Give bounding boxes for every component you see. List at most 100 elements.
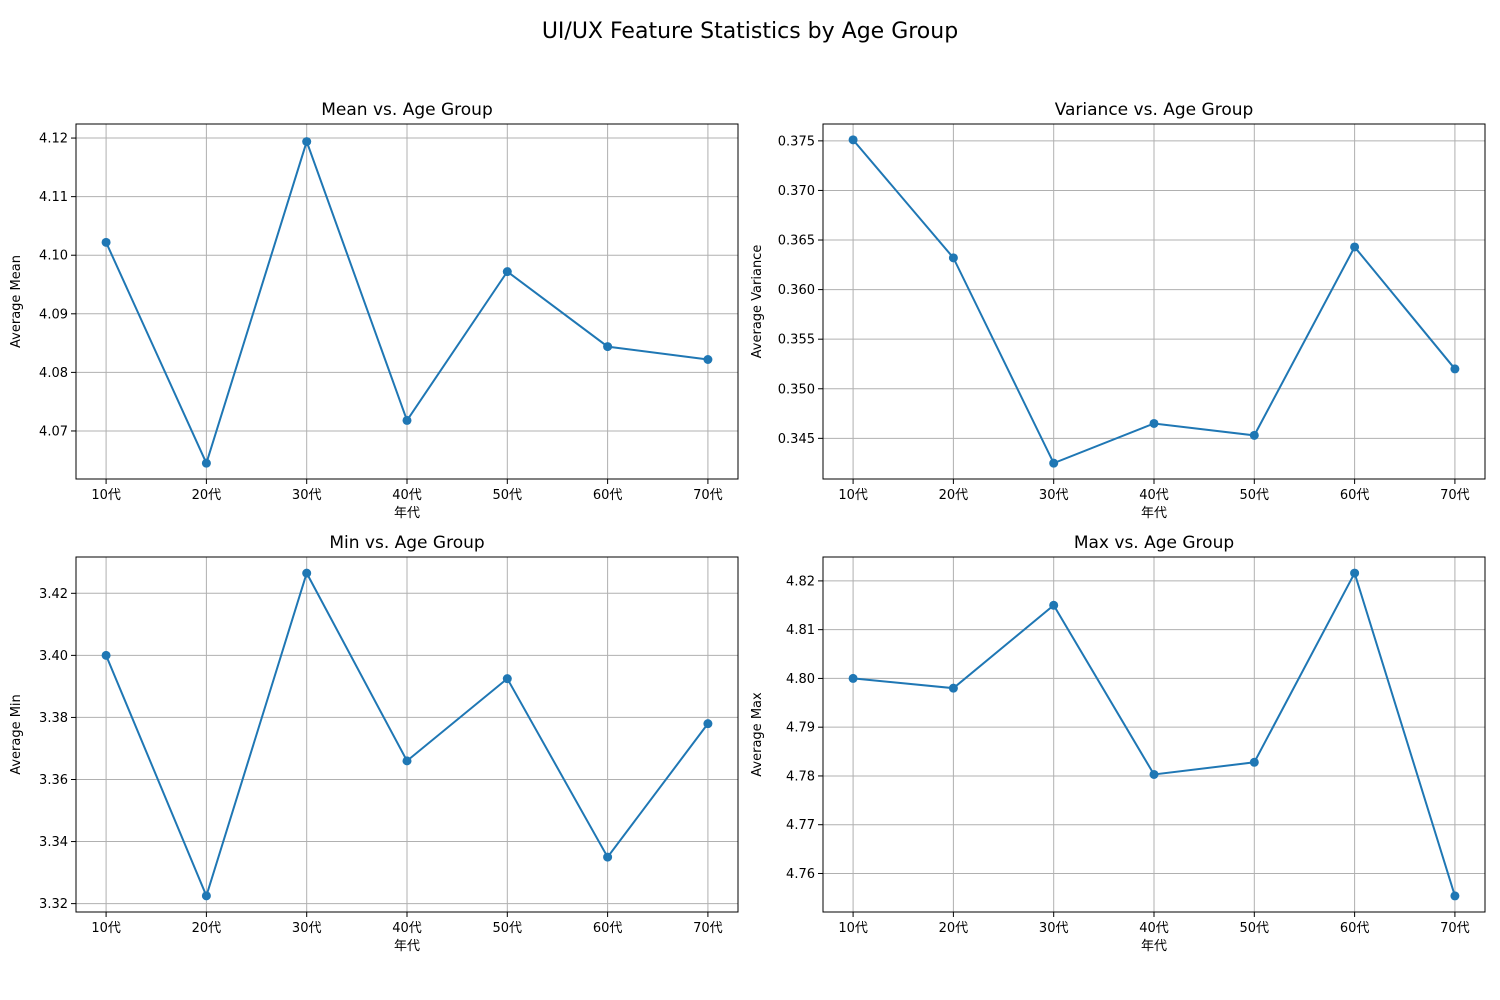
subplot-title-mean: Mean vs. Age Group: [321, 100, 493, 120]
y-tick-label: 3.36: [39, 773, 68, 788]
x-tick-label: 70代: [1440, 921, 1470, 936]
y-tick-label: 3.38: [39, 711, 68, 726]
data-point: [848, 673, 858, 683]
x-tick-label: 30代: [1039, 921, 1069, 936]
data-point: [302, 137, 312, 147]
y-axis-label: Average Min: [9, 694, 24, 775]
y-tick-label: 4.78: [786, 769, 815, 784]
y-tick-label: 4.09: [39, 307, 68, 322]
data-point: [502, 674, 512, 684]
x-tick-label: 50代: [493, 488, 523, 503]
y-tick-label: 4.76: [786, 867, 815, 882]
subplot-min: 10代 20代 30代 40代 50代 60代 70代 3.32 3.34 3.36 3.38 3.4…: [9, 533, 739, 954]
data-point: [1149, 418, 1159, 428]
data-point: [201, 458, 211, 468]
data-point: [1149, 769, 1159, 779]
x-tick-label: 20代: [192, 921, 222, 936]
x-tick-label: 10代: [838, 921, 868, 936]
x-tick-label: 70代: [693, 921, 723, 936]
data-point: [402, 415, 412, 425]
y-tick-label: 0.345: [778, 432, 815, 447]
y-axis-label: Average Variance: [750, 245, 765, 359]
data-point: [603, 342, 613, 352]
y-tick-label: 0.360: [778, 283, 815, 298]
y-tick-label: 4.79: [786, 721, 815, 736]
y-tick-label: 4.77: [786, 818, 815, 833]
x-tick-label: 60代: [1340, 488, 1370, 503]
x-tick-label: 40代: [1139, 921, 1169, 936]
x-tick-label: 50代: [493, 921, 523, 936]
subplot-grid: 10代 20代 30代 40代 50代 60代 70代 4.07 4.08 4.09 4.10 4.1…: [9, 100, 1486, 954]
figure-title: UI/UX Feature Statistics by Age Group: [542, 19, 958, 44]
data-point: [703, 354, 713, 364]
data-point: [848, 135, 858, 145]
x-tick-label: 30代: [1039, 488, 1069, 503]
data-point: [201, 891, 211, 901]
data-point: [1450, 891, 1460, 901]
data-point: [1049, 458, 1059, 468]
x-tick-label: 40代: [392, 921, 422, 936]
x-tick-label: 30代: [292, 921, 322, 936]
x-axis-label: 年代: [1141, 506, 1167, 521]
y-tick-label: 4.80: [786, 672, 815, 687]
x-tick-label: 60代: [593, 488, 623, 503]
x-tick-label: 70代: [1440, 488, 1470, 503]
data-point: [948, 253, 958, 263]
data-point: [1249, 757, 1259, 767]
y-tick-label: 4.08: [39, 366, 68, 381]
x-tick-label: 70代: [693, 488, 723, 503]
x-axis-label: 年代: [1141, 939, 1167, 954]
x-tick-label: 60代: [1340, 921, 1370, 936]
data-point: [1350, 242, 1360, 252]
subplot-max: 10代 20代 30代 40代 50代 60代 70代 4.76 4.77 4.78 4.79 4.8…: [750, 533, 1486, 954]
x-tick-label: 20代: [939, 921, 969, 936]
subplot-variance: 10代 20代 30代 40代 50代 60代 70代 0.345 0.350 0.355 0.36…: [750, 100, 1486, 521]
x-axis-label: 年代: [394, 506, 420, 521]
y-tick-label: 4.11: [39, 190, 68, 205]
y-tick-label: 0.370: [778, 184, 815, 199]
data-point: [948, 683, 958, 693]
y-tick-label: 4.10: [39, 249, 68, 264]
data-point: [101, 237, 111, 247]
y-tick-label: 4.07: [39, 424, 68, 439]
x-tick-label: 40代: [1139, 488, 1169, 503]
y-tick-label: 3.42: [39, 587, 68, 602]
x-tick-label: 50代: [1240, 488, 1270, 503]
x-axis-label: 年代: [394, 939, 420, 954]
data-point: [603, 852, 613, 862]
data-point: [302, 568, 312, 578]
x-tick-label: 10代: [91, 921, 121, 936]
y-axis-label: Average Mean: [9, 255, 24, 348]
x-tick-label: 50代: [1240, 921, 1270, 936]
y-tick-label: 4.81: [786, 623, 815, 638]
y-tick-label: 4.12: [39, 132, 68, 147]
y-tick-label: 0.350: [778, 382, 815, 397]
y-axis-label: Average Max: [750, 692, 765, 777]
subplot-title-variance: Variance vs. Age Group: [1055, 100, 1254, 120]
data-point: [1049, 600, 1059, 610]
data-point: [1350, 568, 1360, 578]
x-tick-label: 10代: [91, 488, 121, 503]
data-point: [703, 719, 713, 729]
x-tick-label: 20代: [939, 488, 969, 503]
subplot-title-min: Min vs. Age Group: [329, 533, 484, 553]
subplot-title-max: Max vs. Age Group: [1074, 533, 1234, 553]
data-point: [402, 756, 412, 766]
y-tick-label: 0.355: [778, 333, 815, 348]
data-point: [1249, 430, 1259, 440]
x-tick-label: 30代: [292, 488, 322, 503]
y-tick-label: 0.375: [778, 134, 815, 149]
y-tick-label: 3.40: [39, 649, 68, 664]
data-point: [101, 650, 111, 660]
y-tick-label: 0.365: [778, 234, 815, 249]
x-tick-label: 10代: [838, 488, 868, 503]
x-tick-label: 40代: [392, 488, 422, 503]
subplot-mean: 10代 20代 30代 40代 50代 60代 70代 4.07 4.08 4.09 4.10 4.1…: [9, 100, 739, 521]
x-tick-label: 60代: [593, 921, 623, 936]
y-tick-label: 3.34: [39, 835, 68, 850]
x-tick-label: 20代: [192, 488, 222, 503]
y-tick-label: 4.82: [786, 574, 815, 589]
y-tick-label: 3.32: [39, 897, 68, 912]
